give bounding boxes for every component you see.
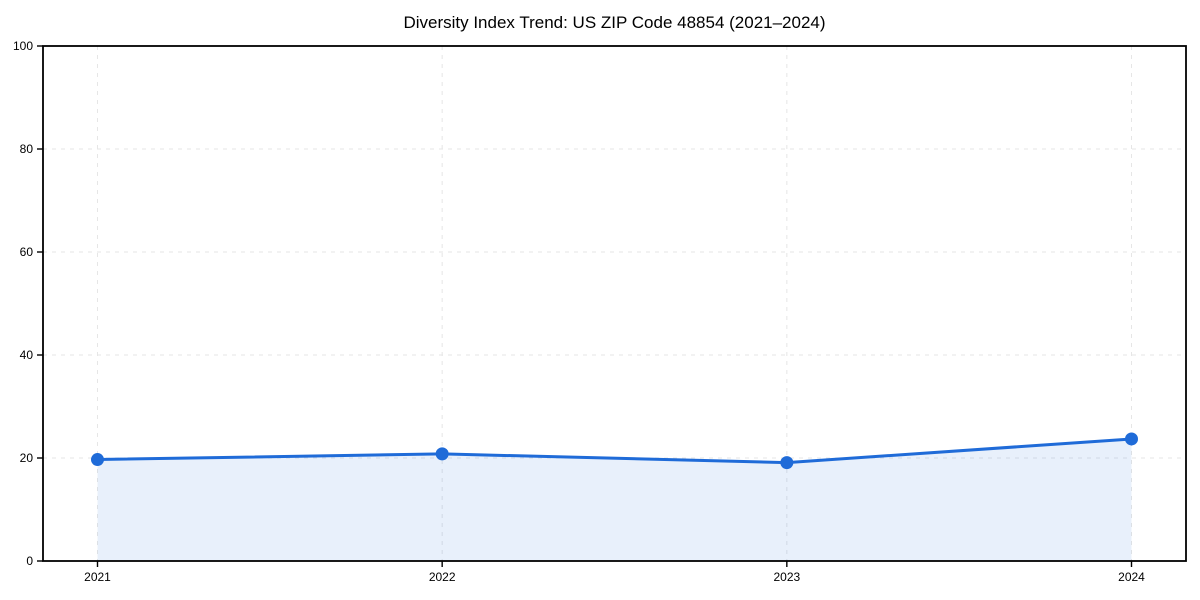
x-tick-label: 2023 xyxy=(773,570,800,584)
plot-border xyxy=(42,45,1187,562)
y-tick-label: 80 xyxy=(20,142,34,156)
area-fill xyxy=(97,438,1132,561)
x-tick-label: 2024 xyxy=(1118,570,1145,584)
y-tick-label: 100 xyxy=(13,39,33,53)
data-point-marker xyxy=(1125,432,1138,446)
series-line xyxy=(96,437,1133,465)
chart-title: Diversity Index Trend: US ZIP Code 48854… xyxy=(403,13,826,32)
data-point-marker xyxy=(91,453,104,467)
data-point-marker xyxy=(780,456,794,470)
y-tick-label: 20 xyxy=(20,451,34,465)
y-tick-label: 0 xyxy=(26,554,33,568)
data-point-marker xyxy=(435,447,449,461)
y-tick-label: 60 xyxy=(20,245,34,259)
x-tick-label: 2022 xyxy=(429,570,456,584)
x-tick-label: 2021 xyxy=(84,570,111,584)
y-tick-label: 40 xyxy=(20,348,34,362)
